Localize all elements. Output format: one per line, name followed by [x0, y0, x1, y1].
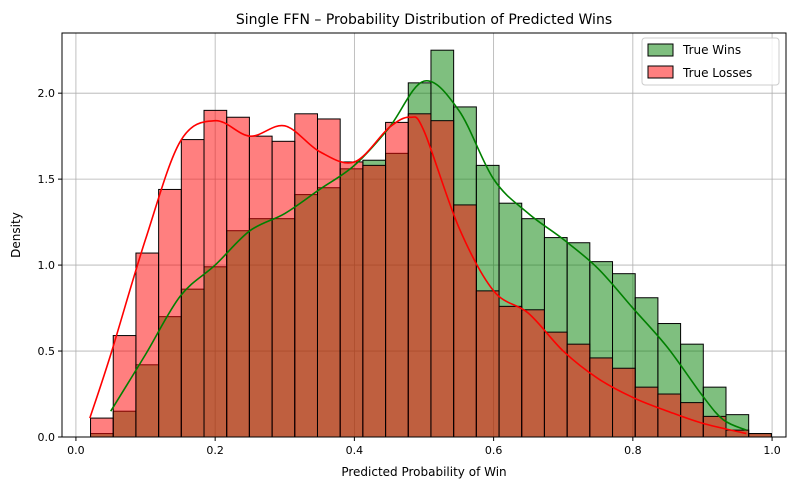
bar-true-losses	[475, 290, 500, 438]
bar-true-losses	[339, 161, 364, 438]
bar-true-losses	[589, 357, 614, 438]
y-tick-label: 2.0	[38, 87, 56, 100]
bar-true-losses	[294, 113, 318, 438]
bar-true-losses	[271, 140, 296, 438]
series-true-losses-bars	[90, 109, 772, 438]
bar-true-losses	[543, 331, 568, 438]
bar-true-losses	[248, 135, 273, 438]
bar-true-losses	[135, 252, 160, 438]
bar-true-losses	[407, 113, 432, 438]
bar-true-losses	[385, 121, 409, 438]
bar-true-losses	[362, 164, 387, 438]
bar-true-losses	[316, 118, 341, 438]
y-axis-ticks: 0.0 0.5 1.0 1.5 2.0	[38, 87, 62, 444]
x-tick-label: 0.8	[624, 444, 642, 457]
bar-true-losses	[634, 386, 659, 438]
legend-swatch-true-losses	[647, 65, 674, 79]
bar-true-losses	[90, 417, 114, 438]
y-tick-label: 0.5	[38, 345, 56, 358]
x-tick-label: 1.0	[763, 444, 781, 457]
x-tick-label: 0.2	[206, 444, 224, 457]
legend: True Wins True Losses	[641, 37, 780, 86]
legend-swatch-true-wins	[647, 43, 674, 57]
legend-label-true-wins: True Wins	[682, 43, 741, 57]
x-axis-ticks: 0.0 0.2 0.4 0.6 0.8 1.0	[67, 437, 781, 457]
plot-frame	[61, 32, 787, 438]
bar-true-losses	[203, 109, 228, 438]
bar-true-losses	[498, 305, 523, 438]
bar-true-losses	[748, 433, 772, 438]
bar-true-losses	[521, 309, 545, 438]
x-tick-label: 0.4	[346, 444, 364, 457]
kde-curves	[89, 80, 747, 435]
bar-true-losses	[430, 120, 455, 438]
chart-title: Single FFN – Probability Distribution of…	[236, 12, 612, 28]
y-tick-label: 1.0	[38, 259, 56, 272]
y-axis-label: Density	[9, 212, 23, 258]
bar-true-losses	[180, 139, 205, 438]
bar-true-losses	[226, 116, 250, 438]
x-tick-label: 0.6	[485, 444, 503, 457]
bar-true-losses	[112, 335, 137, 438]
legend-label-true-losses: True Losses	[682, 66, 752, 80]
y-tick-label: 0.0	[38, 431, 56, 444]
legend-box	[641, 37, 780, 86]
x-axis-label: Predicted Probability of Win	[341, 465, 506, 479]
y-tick-label: 1.5	[38, 173, 56, 186]
x-tick-label: 0.0	[67, 444, 85, 457]
bar-true-losses	[612, 367, 636, 438]
kde-line-true-wins	[110, 80, 747, 431]
kde-line-true-losses	[89, 116, 747, 435]
